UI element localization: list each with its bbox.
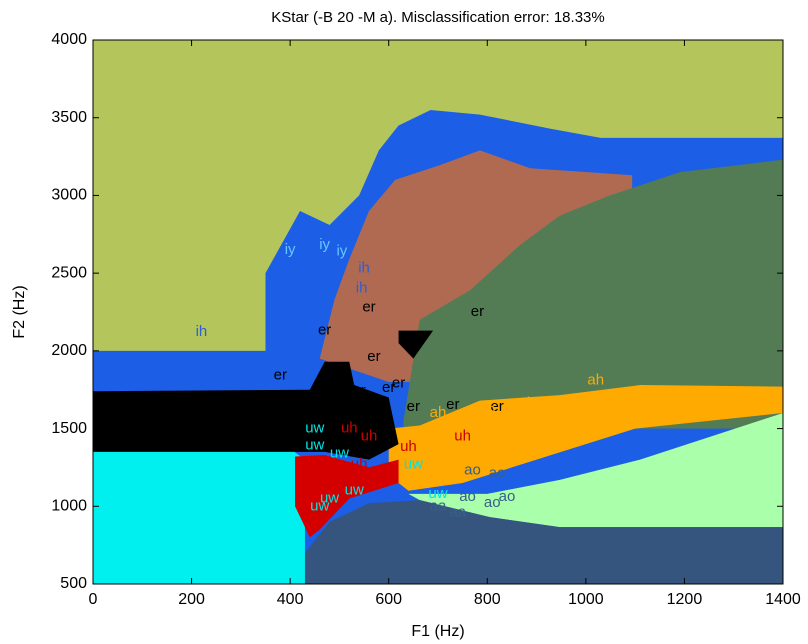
class-label: uh xyxy=(341,420,358,437)
class-label: er xyxy=(392,374,405,391)
class-label: uw xyxy=(404,455,423,472)
decision-region xyxy=(93,448,305,584)
decision-region xyxy=(388,385,783,491)
class-label: er xyxy=(367,348,380,365)
class-label: uw xyxy=(310,497,329,514)
class-label: er xyxy=(446,396,459,413)
class-label: ah xyxy=(479,401,496,418)
class-label: uh xyxy=(454,427,471,444)
y-tick-label: 4000 xyxy=(51,31,87,48)
class-label: er xyxy=(407,398,420,415)
class-label: ah xyxy=(587,371,604,388)
decision-region xyxy=(408,413,783,528)
x-axis-label: F1 (Hz) xyxy=(411,623,464,640)
class-label: uw xyxy=(305,420,324,437)
class-label: er xyxy=(362,298,375,315)
x-tick-label: 200 xyxy=(178,591,205,608)
class-label: er xyxy=(352,382,365,399)
class-label: ah xyxy=(518,395,535,412)
x-tick-label: 1000 xyxy=(568,591,604,608)
class-label: uh xyxy=(400,438,417,455)
class-label: uh xyxy=(361,427,378,444)
y-tick-label: 2000 xyxy=(51,342,87,359)
class-label: uw xyxy=(428,485,447,502)
y-tick-label: 2500 xyxy=(51,264,87,281)
x-tick-label: 0 xyxy=(89,591,98,608)
class-label: uw xyxy=(305,437,324,454)
decision-region xyxy=(295,454,399,538)
class-label: uw xyxy=(345,482,364,499)
class-label: iy xyxy=(319,236,330,253)
decision-region xyxy=(403,159,783,429)
class-label: aa xyxy=(430,497,447,514)
decision-region xyxy=(304,500,783,584)
class-label: er xyxy=(333,379,346,396)
decision-region xyxy=(93,361,399,460)
chart-title: KStar (-B 20 -M a). Misclassification er… xyxy=(271,9,604,26)
class-label: uh xyxy=(351,455,368,472)
x-tick-label: 800 xyxy=(474,591,501,608)
y-tick-label: 1000 xyxy=(51,498,87,515)
class-label: aa xyxy=(449,503,466,520)
class-label: ao xyxy=(499,488,516,505)
class-label: ao xyxy=(459,488,476,505)
class-label: er xyxy=(318,322,331,339)
class-label: iy xyxy=(336,242,347,259)
class-label: uw xyxy=(320,489,339,506)
class-label: ao xyxy=(464,462,481,479)
class-label: er xyxy=(471,303,484,320)
x-tick-label: 400 xyxy=(277,591,304,608)
class-label: ae xyxy=(479,409,496,426)
class-label: iy xyxy=(285,241,296,258)
class-label: uh xyxy=(371,471,388,488)
plot-frame xyxy=(92,39,784,585)
class-label: ih xyxy=(196,323,208,340)
class-label: ah xyxy=(430,404,447,421)
y-tick-label: 3000 xyxy=(51,187,87,204)
class-label: ih xyxy=(358,259,370,276)
y-tick-label: 500 xyxy=(60,575,87,592)
y-tick-label: 1500 xyxy=(51,420,87,437)
class-label: uw xyxy=(330,444,349,461)
x-tick-label: 600 xyxy=(375,591,402,608)
y-axis-label: F2 (Hz) xyxy=(11,285,28,338)
class-label: ao xyxy=(484,494,501,511)
class-label: er xyxy=(274,367,287,384)
class-label: er xyxy=(490,398,503,415)
class-label: er xyxy=(343,388,356,405)
y-tick-label: 3500 xyxy=(51,109,87,126)
decision-region xyxy=(398,330,434,359)
x-tick-label: 1200 xyxy=(667,591,703,608)
class-label: ao xyxy=(489,465,506,482)
class-label: ih xyxy=(356,280,368,297)
class-label: er xyxy=(382,379,395,396)
x-tick-label: 1400 xyxy=(765,591,801,608)
class-label: er xyxy=(372,404,385,421)
